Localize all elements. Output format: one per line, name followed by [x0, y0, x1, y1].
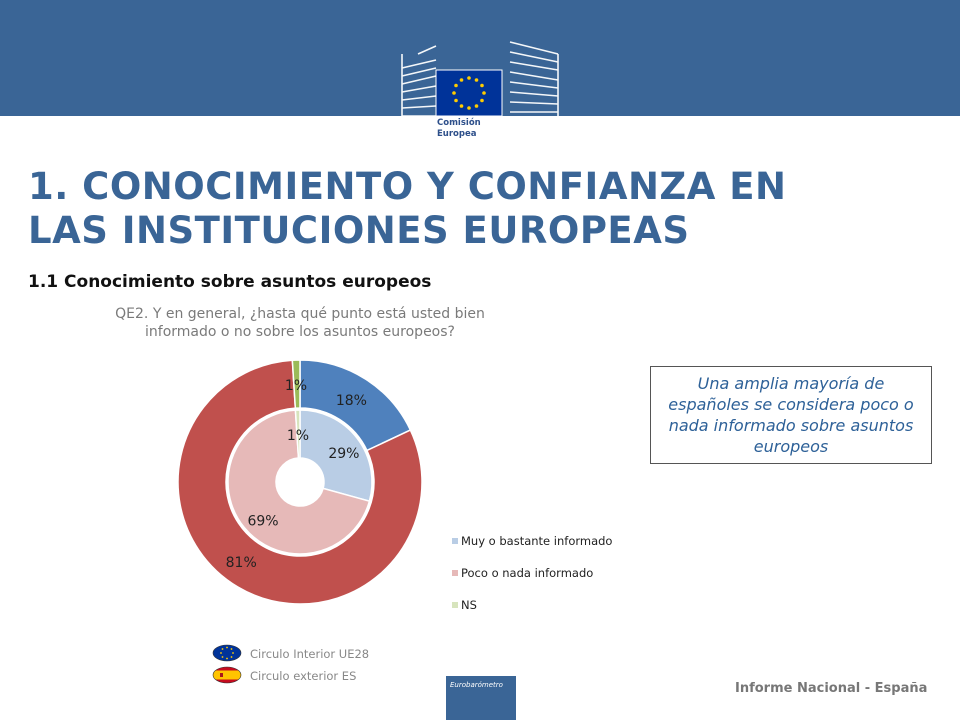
inner-slice-informed	[299, 409, 373, 503]
question-line-2: informado o no sobre los asuntos europeo…	[145, 324, 455, 340]
legend-swatch	[452, 570, 458, 576]
outer-slice-not-informed	[177, 359, 423, 605]
title-line-2: LAS INSTITUCIONES EUROPEAS	[28, 209, 690, 252]
european-commission-logo	[401, 41, 559, 148]
eu-star	[467, 76, 471, 80]
eu-star	[474, 78, 479, 82]
eu-star	[459, 78, 464, 82]
legend-swatch	[452, 602, 458, 608]
outer-data-label: 18%	[336, 393, 367, 409]
title-line-1: 1. CONOCIMIENTO Y CONFIANZA EN	[28, 165, 787, 208]
inner-slice-ns	[294, 409, 301, 459]
logo-text-line-2: Europea	[437, 129, 477, 139]
footer-report-label: Informe Nacional - España	[735, 681, 928, 696]
eu-star	[454, 98, 458, 103]
outer-slice-ns	[291, 359, 301, 409]
logo-text-line-1: Comisión	[437, 118, 481, 128]
legend-label: Muy o bastante informado	[461, 534, 613, 548]
key-finding-callout: Una amplia mayoría de españoles se consi…	[650, 366, 932, 464]
inner-slice-not-informed	[227, 409, 371, 555]
eurobarometer-label: Eurobarómetro	[450, 681, 503, 689]
spain-flag-icon	[212, 666, 242, 684]
eu-star	[452, 91, 456, 95]
eu-star	[480, 98, 484, 103]
legend-swatch	[452, 538, 458, 544]
eu-star	[474, 104, 479, 108]
legend-label: NS	[461, 598, 477, 612]
eu-star	[480, 83, 484, 88]
legend-label: Poco o nada informado	[461, 566, 594, 580]
section-subtitle: 1.1 Conocimiento sobre asuntos europeos	[28, 272, 432, 292]
eu-star	[454, 83, 458, 88]
inner-circle-label: Circulo Interior UE28	[250, 647, 370, 661]
outer-data-label: 81%	[226, 555, 257, 571]
eu-star	[482, 91, 486, 95]
outer-circle-label: Circulo exterior ES	[250, 669, 357, 683]
inner-data-label: 1%	[287, 428, 309, 444]
inner-data-label: 29%	[328, 446, 359, 462]
legend-item-ns: NS	[452, 598, 477, 612]
eu-flag-icon	[212, 644, 242, 662]
inner-data-label: 69%	[247, 513, 278, 529]
outer-slice-informed	[299, 359, 412, 452]
legend-item-not-informed: Poco o nada informado	[452, 566, 593, 580]
eurobarometer-logo: Eurobarómetro	[446, 676, 516, 720]
question-line-1: QE2. Y en general, ¿hasta qué punto está…	[115, 306, 485, 322]
eu-star	[467, 106, 471, 110]
survey-question: QE2. Y en general, ¿hasta qué punto está…	[70, 305, 530, 341]
page-title: 1. CONOCIMIENTO Y CONFIANZA EN LAS INSTI…	[28, 165, 928, 253]
eu-star	[459, 104, 464, 108]
outer-data-label: 1%	[285, 378, 307, 394]
legend-item-informed: Muy o bastante informado	[452, 534, 612, 548]
